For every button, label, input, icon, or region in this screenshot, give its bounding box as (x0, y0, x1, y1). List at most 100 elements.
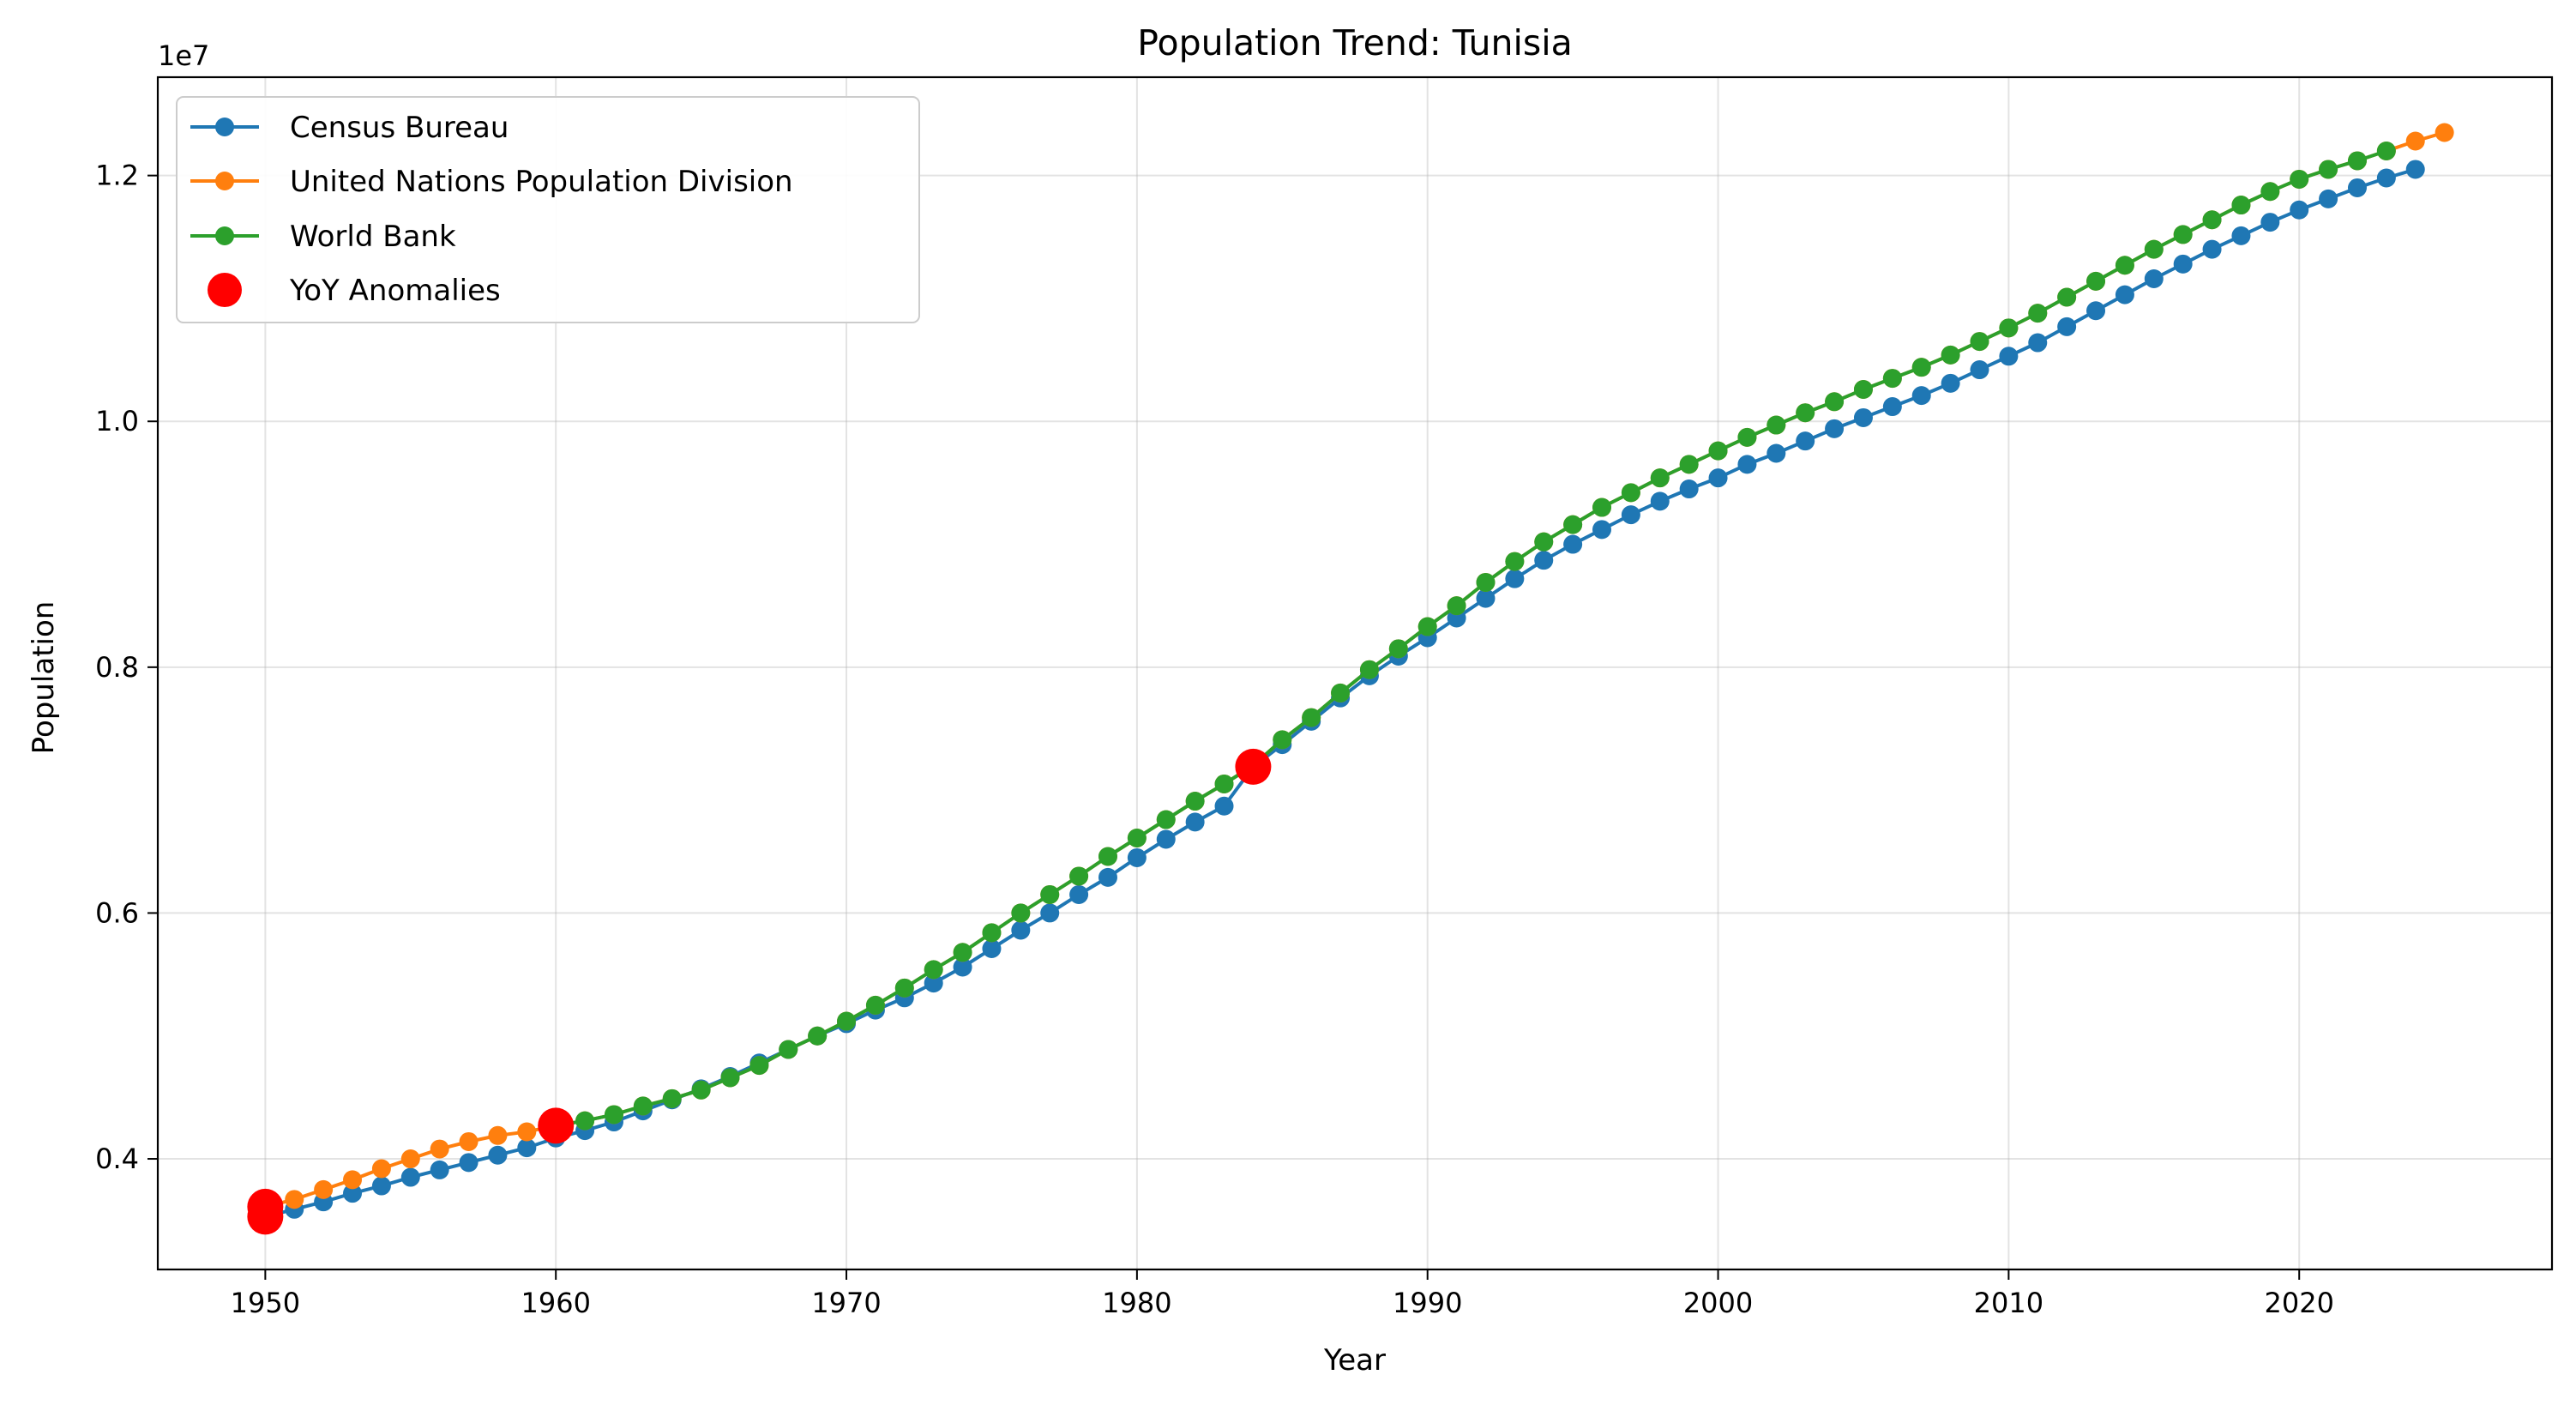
data-point (1737, 455, 1757, 474)
data-point (2028, 333, 2048, 353)
data-point (2347, 151, 2367, 171)
data-point (1970, 332, 1989, 352)
data-point (1911, 358, 1931, 377)
data-point (2405, 160, 2425, 179)
data-point (1592, 497, 1612, 517)
data-point (371, 1159, 391, 1179)
data-point (1011, 920, 1031, 940)
data-point (2231, 226, 2251, 245)
x-tick-label: 2020 (2264, 1287, 2333, 1319)
data-point (982, 938, 1002, 958)
data-point (1621, 505, 1640, 525)
axis-ticks: 1950 1960 1970 1980 1990 2000 2010 2020 0.4 0.6 0.… (95, 160, 2334, 1319)
data-point (1796, 431, 1815, 451)
data-point (1882, 369, 1902, 389)
data-point (1273, 730, 1292, 750)
data-point (285, 1190, 304, 1209)
legend-entry-census-bureau: Census Bureau (190, 111, 509, 145)
data-point (2115, 285, 2134, 305)
data-point (2319, 189, 2338, 208)
legend-label-census-bureau: Census Bureau (290, 111, 509, 145)
data-point (924, 974, 943, 993)
data-point (662, 1088, 682, 1108)
y-tick-label: 0.4 (95, 1143, 139, 1175)
data-point (459, 1153, 478, 1173)
data-point (1737, 427, 1757, 447)
data-point (1563, 534, 1583, 554)
data-point (1476, 572, 1496, 592)
data-point (691, 1080, 711, 1100)
data-point (837, 1011, 857, 1031)
data-point (1214, 796, 1234, 816)
data-point (1011, 903, 1031, 923)
data-point (1679, 455, 1699, 474)
data-point (1853, 407, 1873, 427)
legend-entry-world-bank: World Bank (190, 220, 456, 254)
plot-area-frame (156, 75, 2554, 1271)
data-point (808, 1026, 828, 1046)
legend: Census Bureau United Nations Population … (176, 96, 920, 323)
data-point (779, 1040, 798, 1059)
data-point (1069, 884, 1089, 904)
y-tick-label: 1.0 (95, 405, 139, 437)
data-point (343, 1170, 363, 1190)
data-point (1882, 397, 1902, 417)
data-point (1214, 774, 1234, 793)
data-point (1708, 441, 1728, 461)
data-point (1476, 588, 1496, 608)
data-point (2376, 141, 2396, 160)
series-line (555, 149, 2387, 1128)
anomaly-point (247, 1188, 284, 1225)
data-point (2057, 317, 2077, 336)
data-point (2115, 256, 2134, 275)
data-point (1999, 318, 2019, 338)
data-point (953, 943, 972, 962)
data-point (2376, 168, 2396, 188)
data-point (2435, 123, 2454, 142)
legend-box (176, 96, 920, 323)
data-point (1853, 379, 1873, 399)
data-point (1447, 596, 1466, 616)
data-point (430, 1160, 449, 1179)
data-point (1417, 617, 1437, 636)
data-point (371, 1176, 391, 1196)
data-point (1708, 468, 1728, 488)
data-point (1911, 386, 1931, 406)
data-point (1359, 660, 1379, 679)
y-axis-label: Population (27, 601, 61, 755)
data-point (1679, 479, 1699, 499)
data-point (1098, 847, 1117, 866)
legend-label-united-nations: United Nations Population Division (290, 165, 793, 199)
data-point (1331, 683, 1351, 702)
data-point (1999, 347, 2019, 366)
data-point (314, 1179, 334, 1199)
data-point (430, 1139, 449, 1159)
data-point (517, 1122, 537, 1142)
x-tick-label: 1980 (1102, 1287, 1171, 1319)
data-point (865, 995, 885, 1015)
data-point (2086, 301, 2106, 321)
data-point (2057, 287, 2077, 307)
data-point (953, 957, 972, 977)
data-point (1766, 443, 1786, 463)
data-point (1040, 903, 1060, 923)
data-point (2260, 213, 2280, 232)
data-point (488, 1145, 508, 1165)
x-tick-label: 1950 (231, 1287, 300, 1319)
series-layer (256, 123, 2454, 1227)
data-point (343, 1184, 363, 1203)
y-tick-label: 0.8 (95, 651, 139, 684)
x-tick-label: 1970 (811, 1287, 881, 1319)
data-point (924, 960, 943, 980)
legend-marker-united-nations (215, 172, 234, 190)
data-point (488, 1125, 508, 1145)
data-point (1505, 552, 1525, 571)
data-point (2144, 239, 2164, 259)
data-point (1941, 345, 1960, 365)
data-point (1156, 810, 1176, 829)
data-point (1040, 884, 1060, 904)
data-point (1302, 708, 1321, 727)
data-point (1388, 639, 1408, 659)
data-point (1127, 847, 1147, 867)
data-point (2260, 182, 2280, 202)
